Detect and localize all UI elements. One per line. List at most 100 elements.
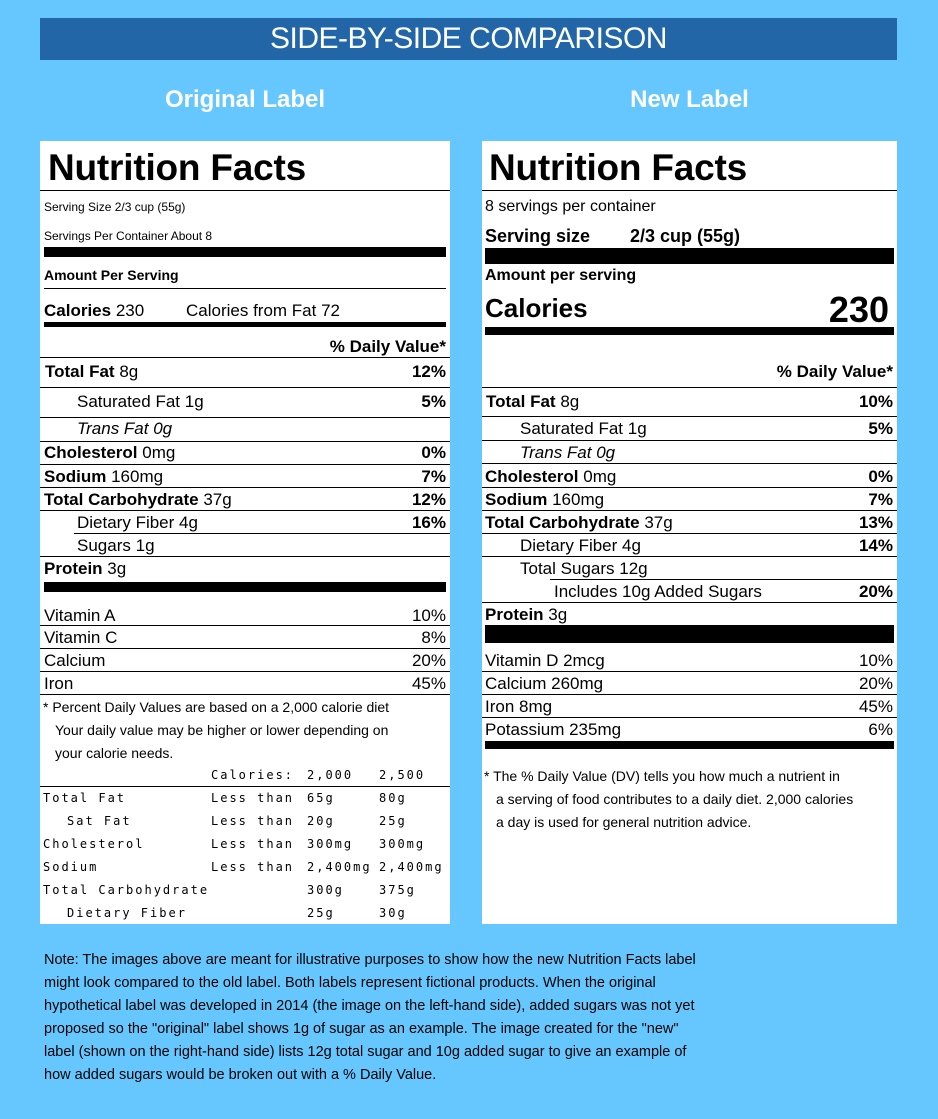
divider — [40, 357, 450, 358]
calories-label: Calories — [485, 293, 588, 323]
divider — [482, 602, 897, 603]
dv-saturated-fat: 5% — [421, 392, 446, 411]
divider — [40, 625, 450, 626]
divider — [40, 387, 450, 388]
medium-divider — [485, 741, 894, 749]
dv-vitamin-a: 10% — [411, 606, 446, 625]
serving-size-label: Serving size — [485, 226, 591, 246]
table-row-2000: 2,400mg — [307, 860, 372, 874]
table-row-2500: 375g — [379, 883, 416, 897]
dv-added-sugars: 20% — [858, 582, 893, 601]
divider — [40, 190, 450, 191]
divider — [40, 417, 450, 418]
nutrient-trans-fat: Trans Fat 0g — [77, 419, 173, 438]
table-row-2500: 25g — [379, 814, 407, 828]
footnote-line-2: a serving of food contributes to a daily… — [496, 791, 854, 807]
divider — [482, 440, 897, 441]
table-row-2500: 80g — [379, 791, 407, 805]
dv-total-carbohydrate: 12% — [411, 490, 446, 509]
calories-value: 230 — [115, 301, 145, 320]
dv-total-carbohydrate: 13% — [858, 513, 893, 532]
nutrition-facts-title: Nutrition Facts — [489, 147, 748, 188]
vitamin-d: Vitamin D 2mcg — [485, 651, 605, 670]
nutrient-sugars: Sugars 1g — [77, 536, 155, 555]
dv-iron: 45% — [858, 697, 893, 716]
divider — [40, 510, 450, 511]
divider — [482, 416, 897, 417]
nutrient-total-fat: Total Fat 8g — [45, 362, 139, 381]
medium-divider — [44, 322, 446, 327]
table-row-label: Total Fat — [43, 791, 127, 805]
dv-total-fat: 10% — [858, 392, 893, 411]
divider — [40, 556, 450, 557]
divider — [482, 694, 897, 695]
table-row-2000: 25g — [307, 906, 335, 920]
dv-total-fat: 12% — [411, 362, 446, 381]
iron: Iron 8mg — [485, 697, 553, 716]
divider — [40, 464, 450, 465]
nutrition-facts-title: Nutrition Facts — [48, 147, 307, 188]
nutrient-protein: Protein 3g — [44, 559, 127, 578]
footnote-line-3: your calorie needs. — [55, 745, 174, 761]
original-label-heading: Original Label — [164, 86, 326, 113]
table-row-2000: 20g — [307, 814, 335, 828]
divider — [482, 671, 897, 672]
footnote-line-1: * The % Daily Value (DV) tells you how m… — [484, 768, 840, 784]
thick-divider — [485, 625, 894, 643]
amount-per-serving: Amount Per Serving — [44, 267, 179, 283]
nutrient-total-carbohydrate: Total Carbohydrate 37g — [485, 513, 673, 532]
nutrient-dietary-fiber: Dietary Fiber 4g — [77, 513, 198, 532]
dv-header: % Daily Value* — [329, 337, 446, 356]
illustrative-note: Note: The images above are meant for ill… — [44, 952, 696, 1083]
divider — [482, 510, 897, 511]
calories-label: Calories — [44, 301, 112, 320]
footnote-line-3: a day is used for general nutrition advi… — [496, 814, 752, 830]
calories-row: Calories 230 — [44, 301, 144, 321]
serving-size: Serving Size 2/3 cup (55g) — [44, 200, 186, 214]
iron: Iron — [44, 674, 74, 693]
thick-divider — [44, 247, 446, 257]
table-row-2500: 30g — [379, 906, 407, 920]
dv-iron: 45% — [411, 674, 446, 693]
divider — [40, 786, 450, 787]
servings-per-container: Servings Per Container About 8 — [44, 229, 213, 243]
table-row-label: Cholesterol — [43, 837, 145, 851]
dv-cholesterol: 0% — [868, 467, 893, 486]
divider — [74, 533, 450, 534]
nutrient-trans-fat: Trans Fat 0g — [520, 443, 616, 462]
footnote-line-1: * Percent Daily Values are based on a 2,… — [43, 699, 390, 715]
dv-dietary-fiber: 16% — [411, 513, 446, 532]
divider — [40, 487, 450, 488]
thick-divider — [485, 248, 894, 264]
divider — [40, 648, 450, 649]
dv-sodium: 7% — [421, 467, 446, 486]
nutrient-total-fat: Total Fat 8g — [486, 392, 580, 411]
table-row-qualifier: Less than — [211, 837, 295, 851]
dv-vitamin-d: 10% — [858, 651, 893, 670]
vitamin-c: Vitamin C — [44, 628, 118, 647]
nutrient-dietary-fiber: Dietary Fiber 4g — [520, 536, 641, 555]
table-row-qualifier: Less than — [211, 814, 295, 828]
page-banner: SIDE-BY-SIDE COMPARISON — [40, 18, 897, 60]
table-row-2000: 300g — [307, 883, 344, 897]
divider — [44, 288, 446, 289]
divider — [40, 694, 450, 695]
medium-divider — [485, 327, 894, 335]
nutrient-cholesterol: Cholesterol 0mg — [485, 467, 617, 486]
divider — [40, 441, 450, 442]
nutrient-cholesterol: Cholesterol 0mg — [44, 443, 176, 462]
divider — [40, 671, 450, 672]
new-label-heading: New Label — [630, 86, 749, 113]
table-header-2500: 2,500 — [379, 768, 426, 782]
table-header-2000: 2,000 — [307, 768, 354, 782]
dv-dietary-fiber: 14% — [858, 536, 893, 555]
table-row-2000: 65g — [307, 791, 335, 805]
dv-calcium: 20% — [858, 674, 893, 693]
nutrient-sodium: Sodium 160mg — [44, 467, 164, 486]
dv-potassium: 6% — [868, 720, 893, 739]
divider — [550, 579, 897, 580]
dv-header: % Daily Value* — [776, 362, 893, 381]
table-row-label: Total Carbohydrate — [43, 883, 210, 897]
dv-cholesterol: 0% — [421, 443, 446, 462]
dv-vitamin-c: 8% — [421, 628, 446, 647]
